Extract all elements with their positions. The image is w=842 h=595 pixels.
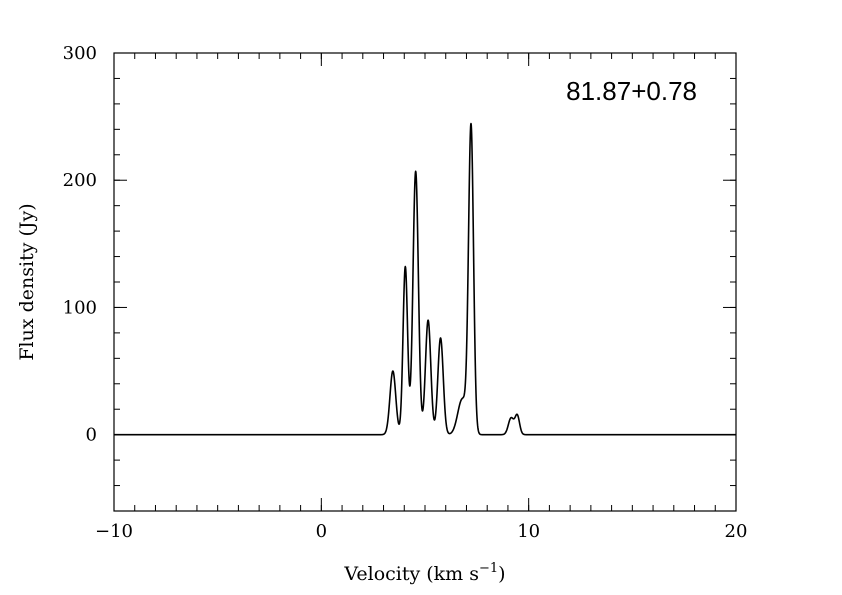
x-tick-label: 0 — [316, 521, 327, 542]
x-axis-title-sup: −1 — [479, 561, 498, 576]
x-tick-label: 20 — [725, 521, 748, 542]
x-axis-title-close: ) — [498, 563, 505, 585]
x-axis-title: Velocity (km s−1) — [343, 561, 505, 585]
minor-ticks — [113, 52, 737, 511]
y-tick-labels: 0 100 200 300 — [63, 43, 97, 446]
x-tick-label: 10 — [517, 521, 540, 542]
x-tick-label: −10 — [95, 521, 133, 542]
y-axis-title: Flux density (Jy) — [16, 203, 38, 360]
y-tick-label: 200 — [63, 170, 97, 191]
x-axis-title-main: Velocity (km s — [343, 563, 479, 585]
y-tick-label: 0 — [86, 425, 97, 446]
major-ticks — [113, 52, 737, 511]
y-tick-label: 300 — [63, 43, 97, 64]
plot-frame — [113, 52, 737, 512]
spectrum-line — [113, 122, 737, 436]
y-tick-label: 100 — [63, 297, 97, 318]
source-annotation: 81.87+0.78 — [566, 76, 697, 106]
x-tick-labels: −10 0 10 20 — [95, 521, 747, 542]
